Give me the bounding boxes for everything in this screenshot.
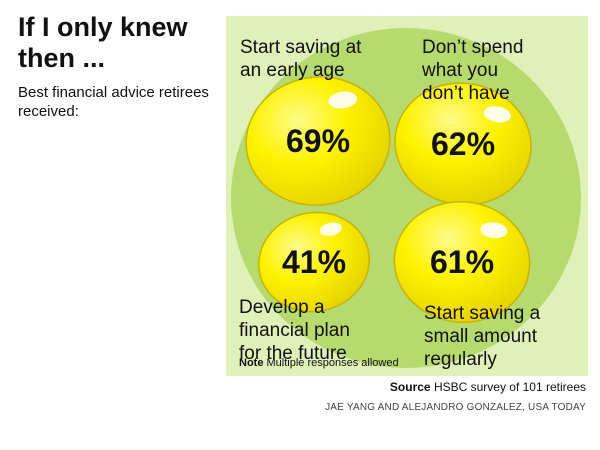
- label-line: financial plan: [239, 320, 350, 341]
- note-text: Multiple responses allowed: [266, 357, 399, 369]
- source-label: Source: [389, 380, 431, 394]
- egg-bubble: [245, 76, 391, 206]
- label-line: Start saving a: [424, 303, 541, 324]
- source-text: HSBC survey of 101 retirees: [433, 380, 586, 394]
- egg-bubble: [258, 211, 370, 313]
- value-label: 62%: [431, 126, 495, 162]
- egg-highlight: [480, 222, 508, 239]
- value-label: 41%: [282, 244, 346, 280]
- label-line: don’t have: [422, 83, 510, 104]
- egg-highlight: [319, 222, 342, 236]
- label-line: regularly: [424, 349, 497, 370]
- label-save-small-amount: Start saving a small amount regularly: [424, 302, 540, 371]
- note-label: Note: [239, 357, 264, 369]
- label-line: Develop a: [239, 297, 325, 318]
- chart-panel: 69% 62% 41% 61% Start saving at an early age…: [226, 16, 588, 376]
- credit: JAE YANG AND ALEJANDRO GONZALEZ, USA TOD…: [325, 402, 586, 413]
- egg-0: [245, 76, 391, 206]
- egg-3: [393, 200, 531, 324]
- egg-highlight: [328, 91, 358, 109]
- label-line: what you: [422, 60, 499, 81]
- label-line: an early age: [240, 60, 345, 81]
- egg-highlight: [483, 106, 511, 123]
- label-line: for the future: [239, 343, 347, 364]
- label-start-saving-early: Start saving at an early age: [240, 36, 361, 82]
- chart-title: If I only knew then ...: [18, 12, 188, 73]
- note: Note Multiple responses allowed: [239, 357, 399, 369]
- label-dont-spend: Don’t spend what you don’t have: [422, 36, 523, 105]
- value-label: 61%: [430, 244, 494, 280]
- label-line: small amount: [424, 326, 537, 347]
- source: Source HSBC survey of 101 retirees: [390, 380, 586, 394]
- egg-2: [258, 211, 370, 313]
- label-line: Start saving at: [240, 37, 362, 58]
- label-financial-plan: Develop a financial plan for the future: [239, 296, 350, 365]
- chart-subtitle: Best financial advice retirees received:: [18, 84, 209, 120]
- label-line: Don’t spend: [422, 37, 524, 58]
- value-label: 69%: [286, 123, 350, 159]
- egg-chart: 69% 62% 41% 61%: [245, 76, 532, 324]
